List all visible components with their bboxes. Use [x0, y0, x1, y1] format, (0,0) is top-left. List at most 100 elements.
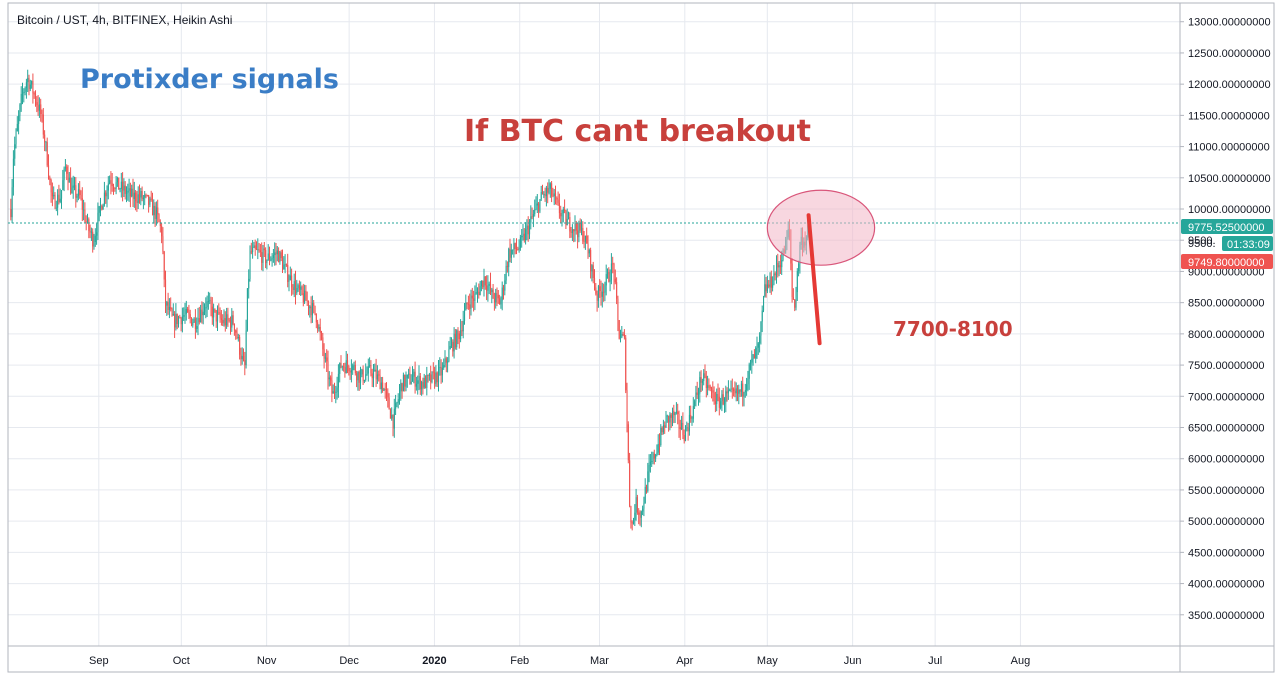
time-tick-label: Jul [928, 655, 942, 667]
candle-body [71, 187, 73, 194]
price-series[interactable] [10, 69, 809, 531]
candle-body [633, 520, 635, 524]
candle-body [365, 374, 367, 380]
candle-body [522, 233, 524, 236]
candle-body [131, 188, 133, 197]
candle-body [371, 373, 373, 379]
candle-body [29, 84, 31, 89]
candle-body [639, 514, 641, 518]
candle-body [118, 177, 120, 190]
candle-body [75, 185, 77, 198]
candle-body [361, 369, 363, 375]
candle-body [607, 272, 609, 275]
candle-body [332, 391, 334, 394]
candle-body [460, 330, 462, 340]
candle-body [304, 290, 306, 303]
candle-body [714, 401, 716, 405]
price-axis[interactable]: 3500.00000000 4000.00000000 4500.00000000 5… [1180, 17, 1271, 622]
candle-body [640, 511, 642, 518]
candle-body [406, 374, 408, 379]
candle-body [68, 177, 70, 183]
candle-body [392, 414, 394, 429]
candle-body [610, 263, 612, 281]
candle-body [635, 497, 637, 513]
candle-body [668, 415, 670, 423]
candle-body [734, 391, 736, 394]
candle-body [209, 300, 211, 302]
candle-body [712, 390, 714, 393]
candle-body [452, 341, 454, 352]
candle-body [594, 278, 596, 288]
chart-border [7, 2, 1275, 673]
candle-body [176, 313, 178, 324]
candle-body [698, 393, 700, 395]
candle-body [729, 389, 731, 391]
candle-body [352, 365, 354, 371]
candle-body [77, 189, 79, 197]
time-axis[interactable]: Sep Oct Nov Dec 2020 Feb Mar Apr May Jun Jul Aug [89, 655, 1030, 667]
candle-body [578, 222, 580, 238]
candle-body [487, 285, 489, 291]
candle-body [761, 310, 763, 322]
candle-body [792, 297, 794, 300]
candle-body [161, 226, 163, 237]
candle-body [547, 187, 549, 193]
candle-body [760, 321, 762, 336]
candle-body [436, 372, 438, 383]
candle-body [612, 263, 614, 265]
candle-body [553, 193, 555, 197]
candle-body [374, 369, 376, 372]
candle-body [643, 503, 645, 509]
candle-body [174, 314, 176, 328]
candle-body [96, 232, 98, 236]
candle-body [634, 512, 636, 521]
candle-body [582, 227, 584, 242]
candle-body [306, 300, 308, 302]
candle-body [37, 105, 39, 111]
candle-body [774, 273, 776, 276]
candle-body [337, 373, 339, 388]
candle-body [63, 168, 65, 181]
candle-body [20, 93, 22, 105]
candle-body [571, 229, 573, 233]
candle-body [358, 371, 360, 383]
candle-body [757, 343, 759, 348]
candle-body [42, 114, 44, 135]
candle-body [545, 187, 547, 197]
candle-body [383, 389, 385, 391]
candle-body [451, 341, 453, 346]
candle-body [343, 366, 345, 368]
last-price-badge: 9775.52500000 [1181, 219, 1273, 234]
candle-body [508, 249, 510, 268]
candle-body [366, 373, 368, 375]
candle-body [376, 374, 378, 380]
candle-body [14, 144, 16, 159]
candle-body [657, 443, 659, 453]
candle-body [140, 191, 142, 198]
symbol-title: Bitcoin / UST, 4h, BITFINEX, Heikin Ashi [17, 13, 233, 27]
candle-body [168, 307, 170, 310]
candle-body [55, 207, 57, 209]
candle-body [493, 298, 495, 303]
candle-body [428, 374, 430, 376]
bid-price-badge: 9749.80000000 [1181, 254, 1273, 269]
candle-body [348, 366, 350, 371]
candle-body [644, 486, 646, 504]
candle-body [101, 206, 103, 210]
candle-body [295, 281, 297, 294]
candle-body [197, 318, 199, 327]
candle-body [275, 252, 277, 255]
countdown-price-label: 9500. [1188, 238, 1216, 250]
candle-body [219, 312, 221, 319]
candle-body [15, 131, 17, 145]
price-tick-label: 8500.00000000 [1188, 298, 1264, 310]
candle-body [544, 194, 546, 197]
candle-body [46, 142, 48, 166]
candle-body [720, 401, 722, 408]
candle-body [106, 190, 108, 197]
candle-body [536, 203, 538, 206]
candle-body [535, 205, 537, 210]
candle-body [588, 250, 590, 254]
candle-body [596, 293, 598, 301]
